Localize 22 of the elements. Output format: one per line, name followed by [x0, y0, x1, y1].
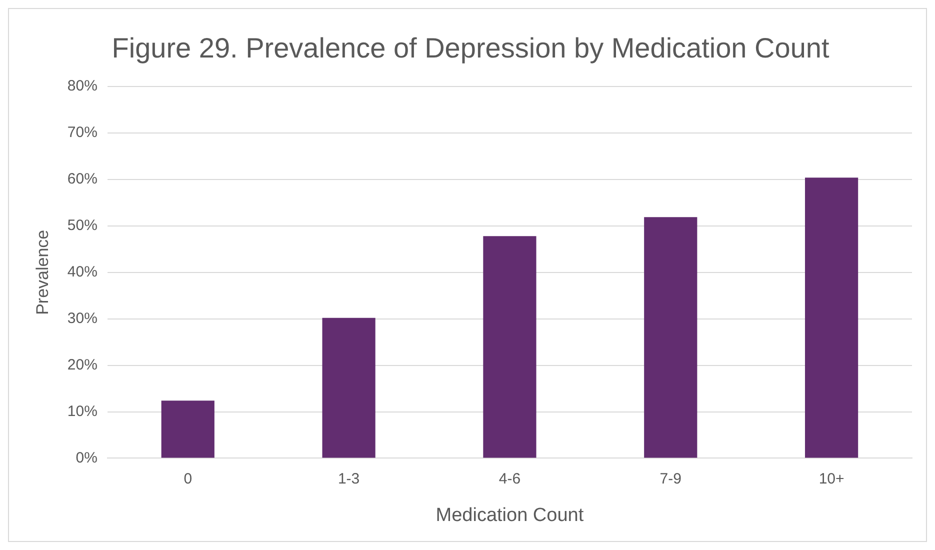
- bar: [804, 178, 858, 458]
- bar: [644, 217, 698, 458]
- bar: [322, 318, 376, 458]
- bar: [161, 400, 214, 458]
- x-tick-label: 0: [184, 470, 192, 488]
- y-tick-label: 70%: [67, 124, 98, 142]
- x-tick-label: 1-3: [338, 470, 360, 488]
- y-tick-label: 50%: [67, 217, 98, 234]
- x-axis-title: Medication Count: [436, 504, 584, 526]
- x-tick-label: 4-6: [498, 470, 521, 488]
- y-tick-label: 80%: [67, 78, 98, 95]
- y-tick-label: 20%: [67, 356, 98, 374]
- y-tick-label: 40%: [67, 264, 98, 281]
- bar: [483, 236, 536, 458]
- chart-title: Figure 29. Prevalence of Depression by Medication Count: [112, 32, 830, 64]
- y-tick-label: 30%: [67, 310, 98, 327]
- y-tick-label: 10%: [67, 402, 98, 420]
- y-axis-title: Prevalence: [32, 230, 52, 315]
- x-tick-label: 7-9: [660, 470, 682, 488]
- y-tick-label: 60%: [67, 170, 98, 188]
- y-tick-label: 0%: [76, 449, 98, 466]
- x-tick-label: 10+: [818, 470, 844, 488]
